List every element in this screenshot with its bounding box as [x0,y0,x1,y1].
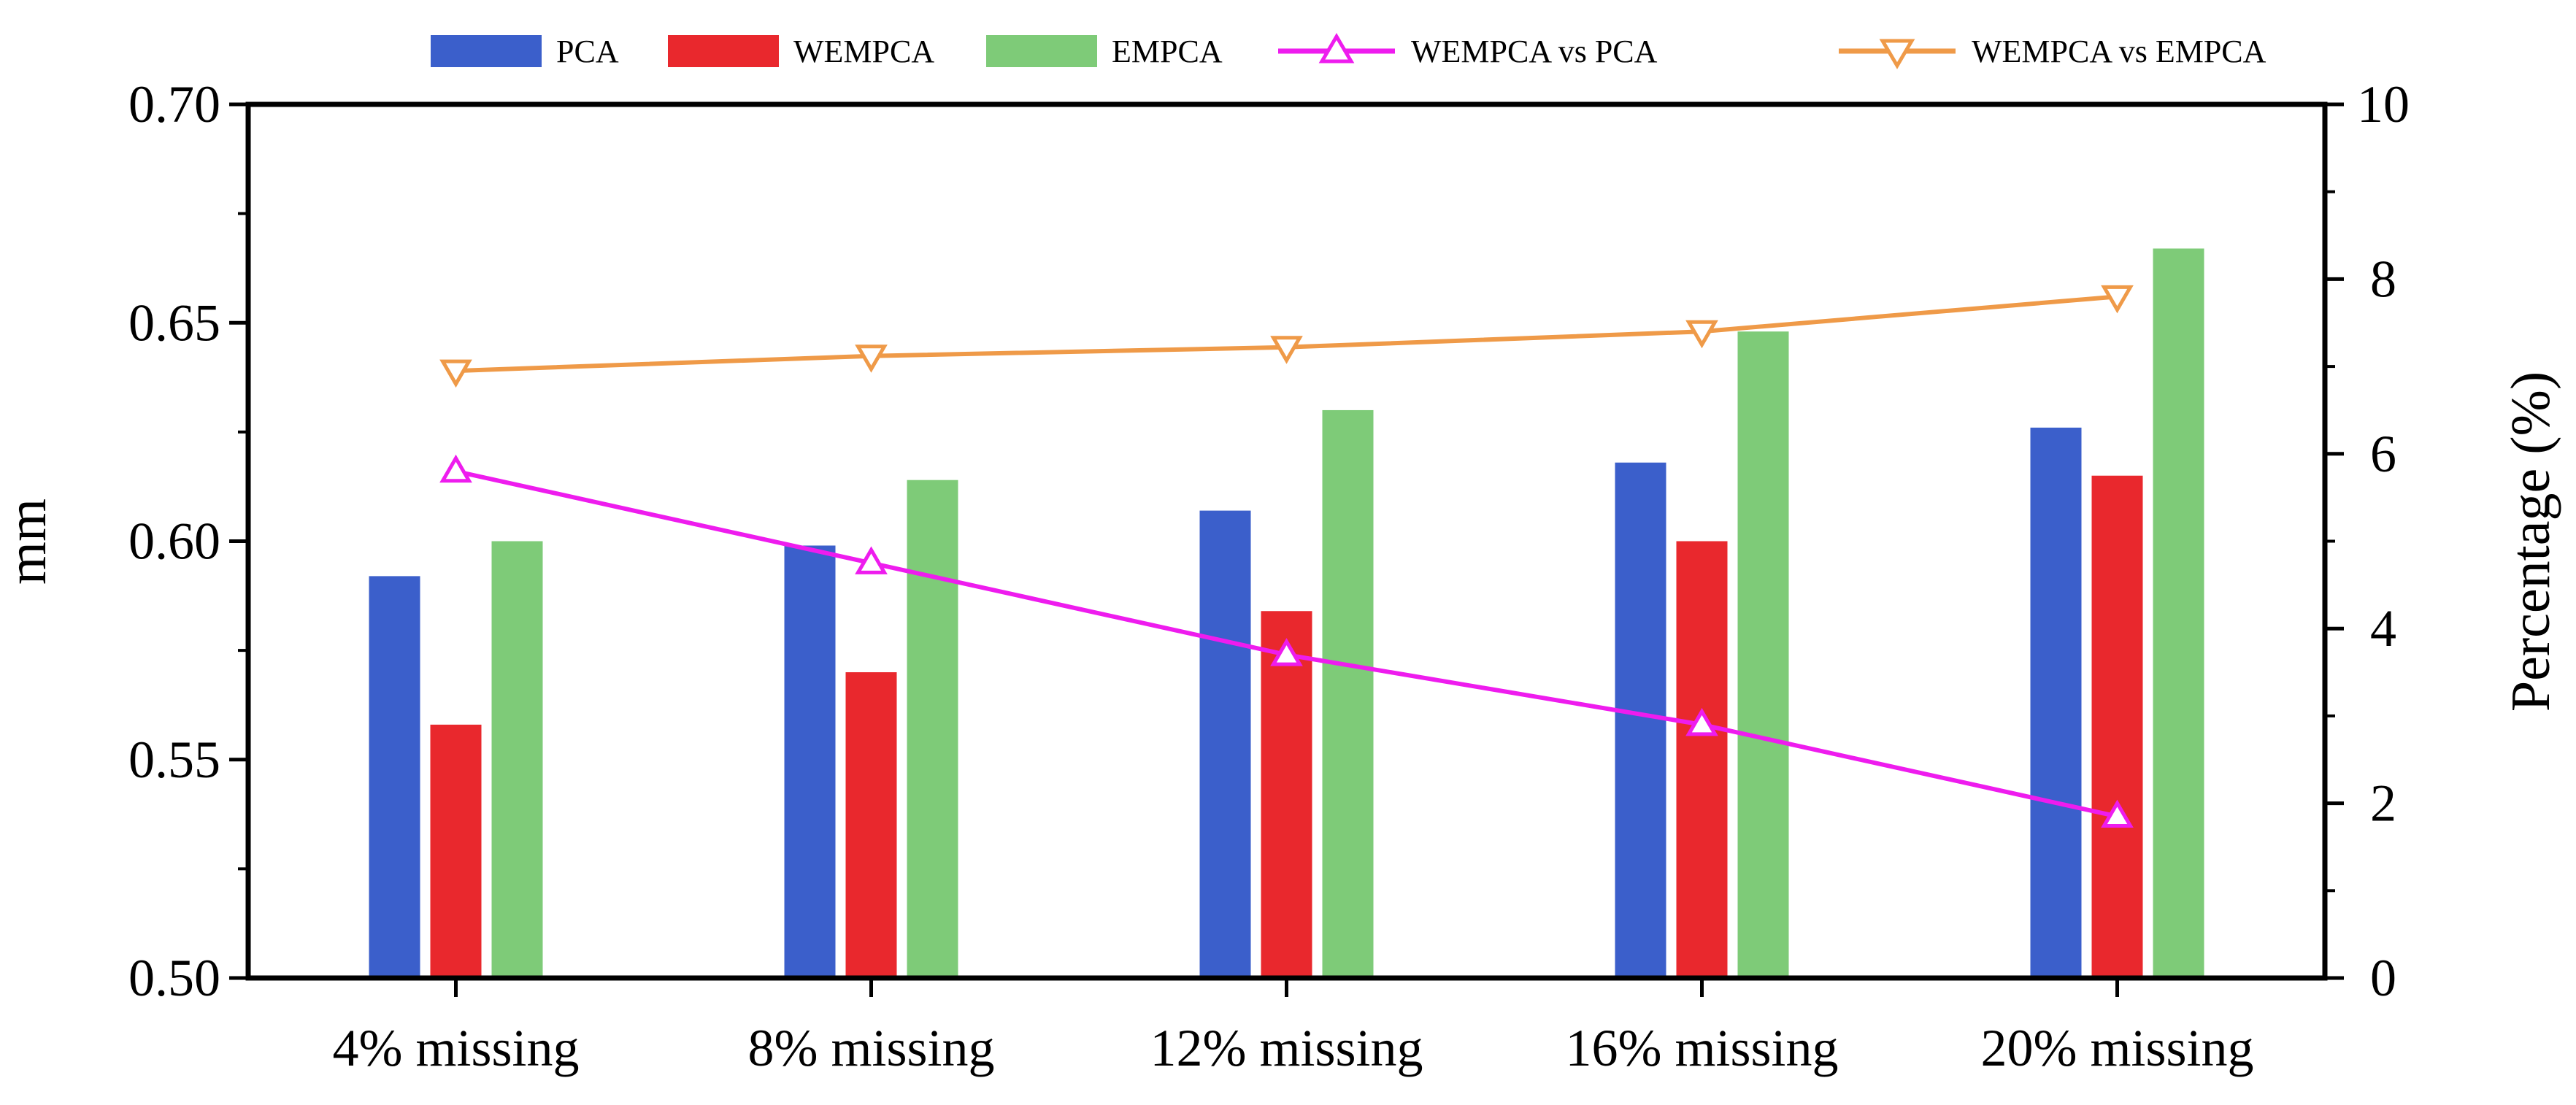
y-axis-title: mm [0,498,58,585]
bar-empca-4 [1737,331,1789,979]
bar-empca-2 [907,480,958,978]
bar-wempca-3 [1261,611,1312,978]
y2-tick-label: 2 [2370,774,2396,833]
x-tick-label: 12% missing [1150,1019,1423,1077]
marker-wempca-vs-empca-2 [855,344,888,373]
x-tick-label: 4% missing [332,1019,579,1077]
marker-wempca-vs-pca-5 [2101,799,2134,828]
marker-wempca-vs-empca-4 [1685,320,1718,349]
legend-swatch-pca [431,35,542,67]
marker-wempca-vs-pca-4 [1685,707,1718,736]
bar-wempca-4 [1676,541,1728,978]
y-tick-label: 0.55 [128,731,220,789]
marker-wempca-vs-empca-5 [2101,285,2134,314]
bar-pca-4 [1615,462,1666,978]
marker-wempca-vs-pca-1 [439,454,472,483]
bar-pca-2 [784,545,836,978]
y2-tick-label: 0 [2370,949,2396,1007]
marker-wempca-vs-pca-2 [855,546,888,574]
bar-pca-1 [369,576,420,978]
bar-empca-3 [1322,409,1374,978]
legend-swatch-empca [986,35,1097,67]
marker-wempca-vs-pca-3 [1270,638,1303,666]
bar-pca-5 [2030,427,2082,978]
legend-label-empca: EMPCA [1112,34,1223,69]
axes: 0.50 0.55 0.60 0.65 0.70 0 2 4 6 8 10 4% missing 8% … [128,75,2410,1077]
line-group [439,285,2134,828]
y-tick-label: 0.60 [128,512,220,571]
bar-empca-1 [491,541,543,978]
y2-tick-label: 4 [2370,599,2396,658]
marker-wempca-vs-empca-3 [1270,336,1303,364]
bar-empca-5 [2153,248,2204,978]
bar-wempca-2 [845,672,897,978]
x-tick-label: 8% missing [747,1019,994,1077]
y2-tick-label: 8 [2370,250,2396,308]
legend-marker-wempca-vs-pca [1318,33,1355,63]
legend-label-wempca-vs-pca: WEMPCA vs PCA [1411,34,1658,69]
bar-pca-3 [1199,510,1251,978]
x-tick-label: 20% missing [1980,1019,2253,1077]
legend: PCA WEMPCA EMPCA WEMPCA vs PCA WEMPCA vs EMP… [431,33,2267,69]
y2-axis-title: Percentage (%) [2500,371,2561,712]
legend-label-wempca-vs-empca: WEMPCA vs EMPCA [1972,34,2267,69]
bar-group [369,248,2204,979]
legend-label-pca: PCA [556,34,619,69]
bar-wempca-5 [2091,475,2143,978]
marker-wempca-vs-empca-1 [439,359,472,388]
legend-swatch-wempca [668,35,779,67]
bar-wempca-1 [430,724,482,978]
y-tick-label: 0.50 [128,949,220,1007]
y2-tick-label: 6 [2370,425,2396,483]
y-tick-label: 0.70 [128,75,220,134]
legend-label-wempca: WEMPCA [793,34,934,69]
legend-marker-wempca-vs-empca [1879,39,1915,69]
x-tick-label: 16% missing [1565,1019,1838,1077]
y2-tick-label: 10 [2357,75,2410,134]
y-tick-label: 0.65 [128,293,220,352]
